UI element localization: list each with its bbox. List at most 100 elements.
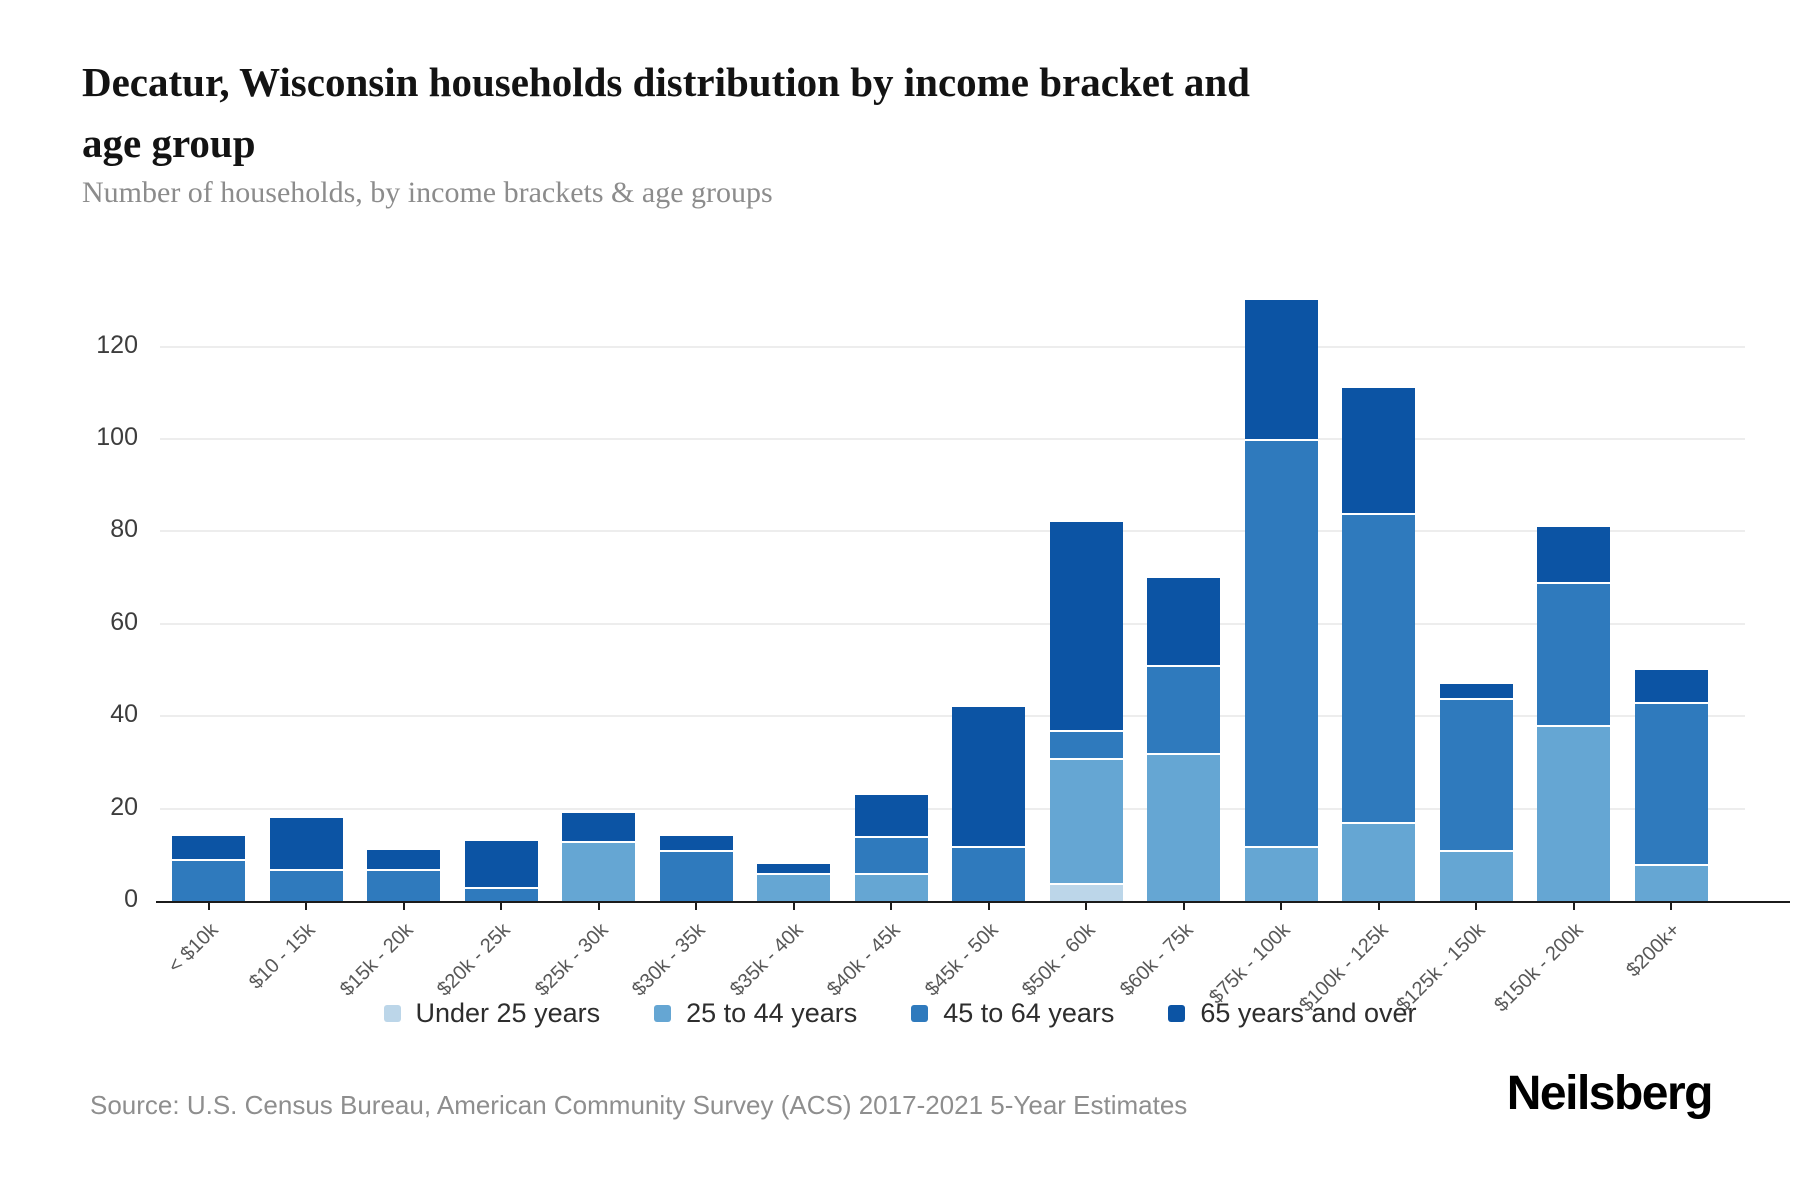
bar-segment[interactable] xyxy=(1537,725,1611,901)
y-axis-tick-label: 80 xyxy=(110,515,138,544)
bar-segment[interactable] xyxy=(269,868,343,901)
x-axis-tick-mark xyxy=(597,902,600,910)
bar-segment[interactable] xyxy=(1049,730,1123,758)
bar-segment[interactable] xyxy=(562,840,636,901)
y-axis-tick-label: 20 xyxy=(110,792,138,821)
x-axis-label: $30k - 35k xyxy=(628,919,710,1001)
bar-segment[interactable] xyxy=(1537,526,1611,583)
bar-segment[interactable] xyxy=(1342,822,1416,901)
x-axis-label: $35k - 40k xyxy=(725,919,808,1001)
bar-segment[interactable] xyxy=(1537,582,1611,726)
source-note: Source: U.S. Census Bureau, American Com… xyxy=(90,1090,1188,1120)
bar-segment[interactable] xyxy=(1147,753,1221,901)
bar-10-15k[interactable] xyxy=(269,817,343,901)
bar-segment[interactable] xyxy=(1634,702,1708,865)
x-axis-tick-mark xyxy=(890,902,893,910)
bar-35k-40k[interactable] xyxy=(757,864,831,901)
gridline-y-80 xyxy=(160,530,1745,533)
bar-segment[interactable] xyxy=(172,859,246,901)
bar-segment[interactable] xyxy=(854,794,928,837)
x-axis-tick-mark xyxy=(305,902,308,910)
bar-20k-25k[interactable] xyxy=(464,840,538,901)
bar-10k[interactable] xyxy=(172,836,246,901)
bar-segment[interactable] xyxy=(659,836,733,851)
x-axis-tick-mark xyxy=(792,902,795,910)
legend-item-25-to-44-years[interactable]: 25 to 44 years xyxy=(654,998,857,1029)
bar-segment[interactable] xyxy=(757,864,831,874)
bar-15k-20k[interactable] xyxy=(367,850,441,901)
x-axis-tick-mark xyxy=(1085,902,1088,910)
gridline-y-100 xyxy=(160,438,1745,440)
legend-item-45-to-64-years[interactable]: 45 to 64 years xyxy=(911,998,1114,1029)
bar-segment[interactable] xyxy=(757,873,831,901)
x-axis-label: $10 - 15k xyxy=(245,919,320,994)
bar-segment[interactable] xyxy=(952,706,1026,846)
x-axis-label: $75k - 100k xyxy=(1205,919,1295,1009)
bar-segment[interactable] xyxy=(1244,300,1318,440)
bar-50k-60k[interactable] xyxy=(1049,522,1123,901)
y-axis-tick-label: 60 xyxy=(110,607,138,636)
legend-label: 45 to 64 years xyxy=(943,998,1115,1028)
bar-segment[interactable] xyxy=(1439,683,1513,698)
legend-label: 65 years and over xyxy=(1200,998,1417,1028)
x-axis-tick-mark xyxy=(402,902,405,910)
x-axis-tick-mark xyxy=(987,902,990,910)
bar-segment[interactable] xyxy=(1342,512,1416,823)
bar-segment[interactable] xyxy=(854,873,928,901)
bar-segment[interactable] xyxy=(269,817,343,869)
bar-100k-125k[interactable] xyxy=(1342,388,1416,901)
bar-segment[interactable] xyxy=(1244,439,1318,846)
bar-segment[interactable] xyxy=(1147,577,1221,666)
x-axis-label: $15k - 20k xyxy=(335,919,418,1001)
legend-label: Under 25 years xyxy=(415,998,601,1028)
bar-125k-150k[interactable] xyxy=(1439,683,1513,901)
legend-item-under-25-years[interactable]: Under 25 years xyxy=(383,998,601,1029)
bar-segment[interactable] xyxy=(854,836,928,874)
bar-60k-75k[interactable] xyxy=(1147,577,1221,901)
bar-segment[interactable] xyxy=(659,850,733,901)
bar-segment[interactable] xyxy=(464,887,538,901)
x-axis-label: $50k - 60k xyxy=(1018,919,1100,1001)
x-axis-tick-mark xyxy=(695,902,698,910)
x-axis-label: $45k - 50k xyxy=(920,919,1003,1001)
chart-title-line1: Decatur, Wisconsin households distributi… xyxy=(82,59,1250,105)
bar-segment[interactable] xyxy=(1634,670,1708,703)
bar-segment[interactable] xyxy=(1244,845,1318,901)
bar-200k[interactable] xyxy=(1634,670,1708,901)
bar-segment[interactable] xyxy=(1049,522,1123,731)
chart-title-line2: age group xyxy=(82,120,256,166)
y-axis-tick-label: 0 xyxy=(124,885,138,913)
bar-segment[interactable] xyxy=(172,836,246,860)
bar-segment[interactable] xyxy=(1634,864,1708,901)
x-axis-line xyxy=(156,901,1790,903)
chart-subtitle: Number of households, by income brackets… xyxy=(82,176,773,209)
bar-segment[interactable] xyxy=(367,850,441,869)
bar-segment[interactable] xyxy=(1439,697,1513,851)
bar-segment[interactable] xyxy=(1147,665,1221,754)
x-axis-tick-mark xyxy=(1377,902,1380,910)
bar-segment[interactable] xyxy=(367,868,441,901)
x-axis-label: $20k - 25k xyxy=(433,919,515,1001)
x-axis-label: $200k+ xyxy=(1622,919,1685,982)
bar-30k-35k[interactable] xyxy=(659,836,733,901)
bar-segment[interactable] xyxy=(562,813,636,841)
bar-40k-45k[interactable] xyxy=(854,794,928,901)
bar-segment[interactable] xyxy=(1049,757,1123,883)
bar-75k-100k[interactable] xyxy=(1244,300,1318,901)
bar-segment[interactable] xyxy=(1439,850,1513,901)
chart-plot-area: 0 20 40 60 80 100 120 < $10k $10 - 15k $15k - 20k… xyxy=(96,256,1790,1016)
x-axis-tick-mark xyxy=(1572,902,1575,910)
bar-150k-200k[interactable] xyxy=(1537,526,1611,901)
y-axis-tick-label: 40 xyxy=(110,700,138,729)
neilsberg-logo[interactable]: Neilsberg xyxy=(1506,1067,1714,1120)
bar-segment[interactable] xyxy=(1049,882,1123,901)
legend-swatch-icon xyxy=(654,1005,672,1022)
chart-legend: Under 25 years 25 to 44 years 45 to 64 yea… xyxy=(0,998,1800,1029)
legend-item-65-years-and-over[interactable]: 65 years and over xyxy=(1168,998,1417,1029)
bar-segment[interactable] xyxy=(952,845,1026,901)
y-axis-tick-label: 100 xyxy=(96,423,138,451)
bar-segment[interactable] xyxy=(1342,388,1416,513)
bar-segment[interactable] xyxy=(464,840,538,888)
bar-25k-30k[interactable] xyxy=(562,813,636,901)
bar-45k-50k[interactable] xyxy=(952,706,1026,901)
